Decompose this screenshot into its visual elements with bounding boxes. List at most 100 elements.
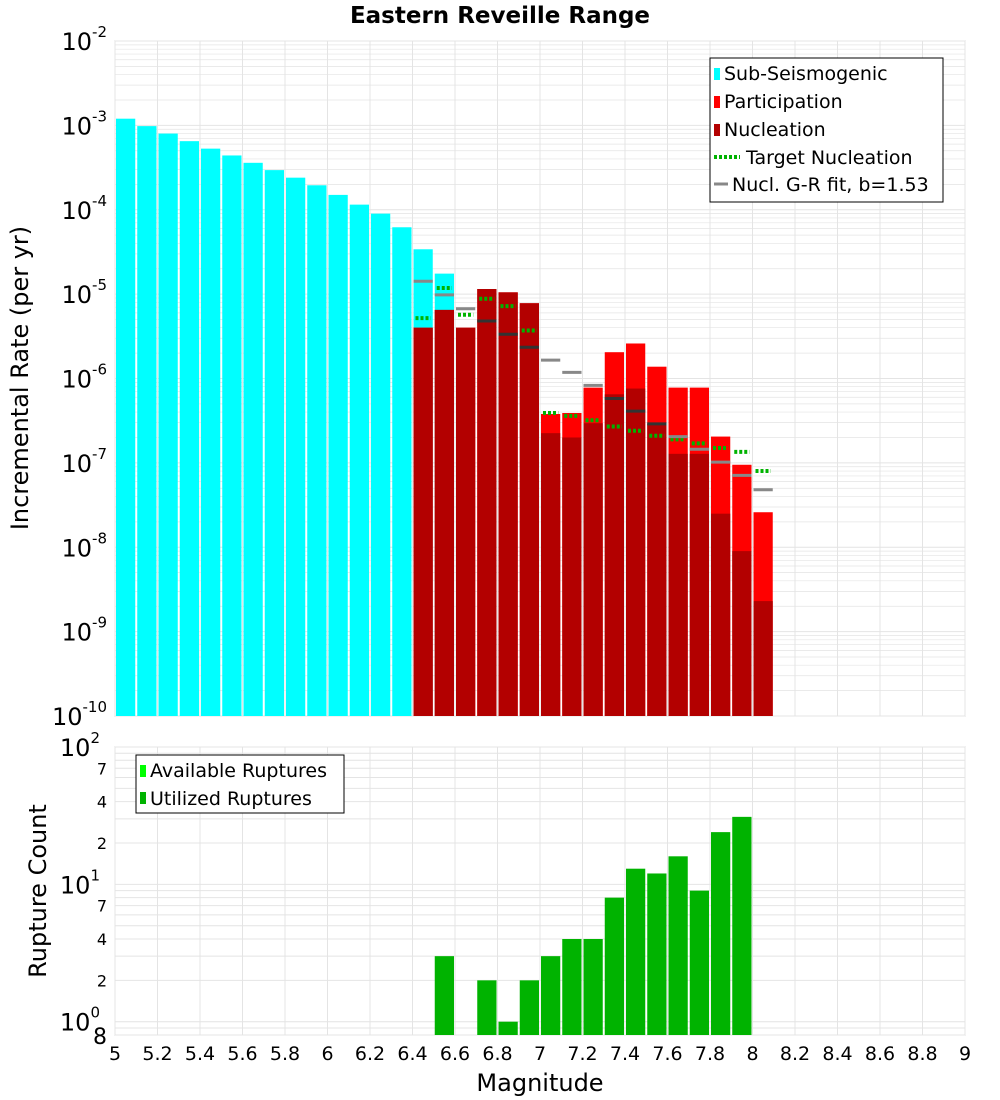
nucleation-bar bbox=[647, 423, 667, 716]
sub-seismogenic-bar bbox=[158, 133, 178, 717]
x-tick-label: 6.6 bbox=[440, 1043, 470, 1065]
legend-swatch-available bbox=[140, 765, 146, 777]
legend-swatch-utilized bbox=[140, 792, 146, 804]
sub-seismogenic-bar bbox=[137, 126, 157, 717]
x-tick-label: 7.4 bbox=[610, 1043, 640, 1065]
sub-seismogenic-bar bbox=[179, 141, 199, 717]
y-decade-label: 101 bbox=[60, 866, 100, 899]
x-tick-label: 8.4 bbox=[822, 1043, 852, 1065]
legend-item-target-nucleation: Target Nucleation bbox=[714, 147, 913, 169]
sub-seismogenic-bar bbox=[349, 204, 369, 717]
nucleation-bar bbox=[434, 309, 454, 716]
y-tick-label: 2 bbox=[97, 834, 107, 853]
x-tick-label: 6.8 bbox=[482, 1043, 512, 1065]
legend-item-utilized: Utilized Ruptures bbox=[140, 788, 312, 810]
y-decade-label: 102 bbox=[60, 729, 100, 762]
legend-swatch-nucleation bbox=[714, 124, 720, 136]
x-axis-label: Magnitude bbox=[476, 1069, 603, 1097]
y-tick-label: 7 bbox=[97, 897, 107, 916]
nucleation-bars bbox=[413, 289, 773, 716]
nucleation-bar bbox=[583, 423, 603, 716]
legend-label-sub-seismogenic: Sub-Seismogenic bbox=[724, 63, 888, 85]
y-tick-label: 10-6 bbox=[61, 361, 107, 394]
mfd-panel: 10-10 10-9 10-8 10-7 10-6 10-5 10-4 10-3 10-2 In… bbox=[6, 23, 966, 731]
mfd-legend: Sub-Seismogenic Participation Nucleation… bbox=[709, 57, 944, 203]
x-tick-label: 8.6 bbox=[865, 1043, 895, 1065]
y-tick-label: 10-10 bbox=[52, 698, 107, 731]
y-tick-label: 2 bbox=[97, 971, 107, 990]
x-tick-label: 7.8 bbox=[695, 1043, 725, 1065]
legend-label-target-nucleation: Target Nucleation bbox=[745, 147, 913, 169]
nucleation-bar bbox=[477, 289, 497, 716]
nucleation-bar bbox=[456, 327, 476, 716]
utilized-rupture-bar bbox=[434, 956, 454, 1035]
utilized-rupture-bar bbox=[477, 980, 497, 1035]
nucleation-bar bbox=[711, 513, 731, 716]
magnitude-tick-labels: 5 5.2 5.4 5.6 5.8 6 6.2 6.4 6.6 6.8 7 7.2 7.4 7.6 7.8 8… bbox=[109, 1043, 971, 1065]
x-tick-label: 5.6 bbox=[227, 1043, 257, 1065]
legend-item-gr-fit: Nucl. G-R fit, b=1.53 bbox=[714, 174, 929, 196]
x-tick-label: 5.8 bbox=[270, 1043, 300, 1065]
nucleation-bar bbox=[498, 292, 518, 716]
nucleation-bar bbox=[732, 551, 752, 716]
target-nucleation-series bbox=[415, 286, 771, 474]
rupture-y-tick-labels: 8 2 4 7 2 4 7 100 101 102 bbox=[60, 729, 107, 1050]
y-tick-label: 10-8 bbox=[61, 529, 107, 562]
rupture-legend-box bbox=[135, 754, 345, 814]
utilized-rupture-bar bbox=[647, 873, 667, 1035]
rupture-count-panel: 8 2 4 7 2 4 7 100 101 102 5 5.2 5.4 5.6 5.8 6 6.2 6.4 6.6… bbox=[24, 729, 971, 1097]
gr-fit-series bbox=[413, 279, 773, 492]
legend-label-gr-fit: Nucl. G-R fit, b=1.53 bbox=[732, 174, 929, 196]
x-tick-label: 9 bbox=[959, 1043, 971, 1065]
nucleation-bar bbox=[519, 303, 539, 716]
legend-label-available: Available Ruptures bbox=[150, 760, 327, 782]
utilized-rupture-bar bbox=[626, 868, 646, 1035]
x-tick-label: 5.4 bbox=[185, 1043, 215, 1065]
sub-seismogenic-bar bbox=[286, 177, 306, 716]
x-tick-label: 5.2 bbox=[142, 1043, 172, 1065]
y-tick-label: 10-7 bbox=[61, 445, 107, 478]
utilized-rupture-bar bbox=[583, 939, 603, 1035]
sub-seismogenic-bar bbox=[243, 162, 263, 716]
chart-title: Eastern Reveille Range bbox=[350, 3, 650, 29]
x-tick-label: 5 bbox=[109, 1043, 121, 1065]
legend-swatch-participation bbox=[714, 96, 720, 108]
x-tick-label: 7.6 bbox=[652, 1043, 682, 1065]
utilized-rupture-bar bbox=[519, 980, 539, 1035]
x-tick-label: 7 bbox=[534, 1043, 546, 1065]
legend-label-utilized: Utilized Ruptures bbox=[150, 788, 312, 810]
x-tick-label: 6 bbox=[321, 1043, 333, 1065]
y-tick-label: 10-2 bbox=[61, 23, 107, 56]
legend-swatch-sub-seismogenic bbox=[714, 68, 720, 80]
nucleation-bar bbox=[668, 453, 688, 716]
nucleation-bar bbox=[604, 394, 624, 716]
nucleation-bar bbox=[541, 433, 561, 716]
mfd-y-axis-label: Incremental Rate (per yr) bbox=[6, 226, 34, 530]
rupture-legend: Available Ruptures Utilized Ruptures bbox=[135, 754, 345, 814]
utilized-rupture-bar bbox=[541, 956, 561, 1035]
legend-label-nucleation: Nucleation bbox=[724, 119, 826, 141]
legend-item-available: Available Ruptures bbox=[140, 760, 327, 782]
legend-item-nucleation: Nucleation bbox=[714, 119, 826, 141]
sub-seismogenic-bar bbox=[307, 185, 327, 717]
nucleation-bar bbox=[413, 327, 433, 716]
y-decade-label: 100 bbox=[60, 1004, 100, 1037]
utilized-rupture-bar bbox=[668, 856, 688, 1035]
sub-seismogenic-bar bbox=[201, 148, 221, 716]
utilized-rupture-bar bbox=[604, 897, 624, 1035]
x-tick-label: 8.2 bbox=[780, 1043, 810, 1065]
utilized-rupture-bar bbox=[562, 939, 582, 1035]
mfd-legend-box bbox=[709, 57, 944, 203]
y-tick-label: 8 bbox=[93, 1025, 107, 1050]
sub-seismogenic-bar bbox=[264, 170, 284, 716]
x-tick-label: 6.4 bbox=[397, 1043, 427, 1065]
utilized-rupture-bar bbox=[498, 1021, 518, 1035]
legend-item-sub-seismogenic: Sub-Seismogenic bbox=[714, 63, 888, 85]
y-tick-label: 4 bbox=[97, 930, 107, 949]
sub-seismogenic-bar bbox=[371, 213, 391, 717]
sub-seismogenic-bar bbox=[328, 194, 348, 716]
utilized-rupture-bar bbox=[732, 816, 752, 1035]
x-tick-label: 6.2 bbox=[355, 1043, 385, 1065]
y-tick-label: 10-5 bbox=[61, 276, 107, 309]
